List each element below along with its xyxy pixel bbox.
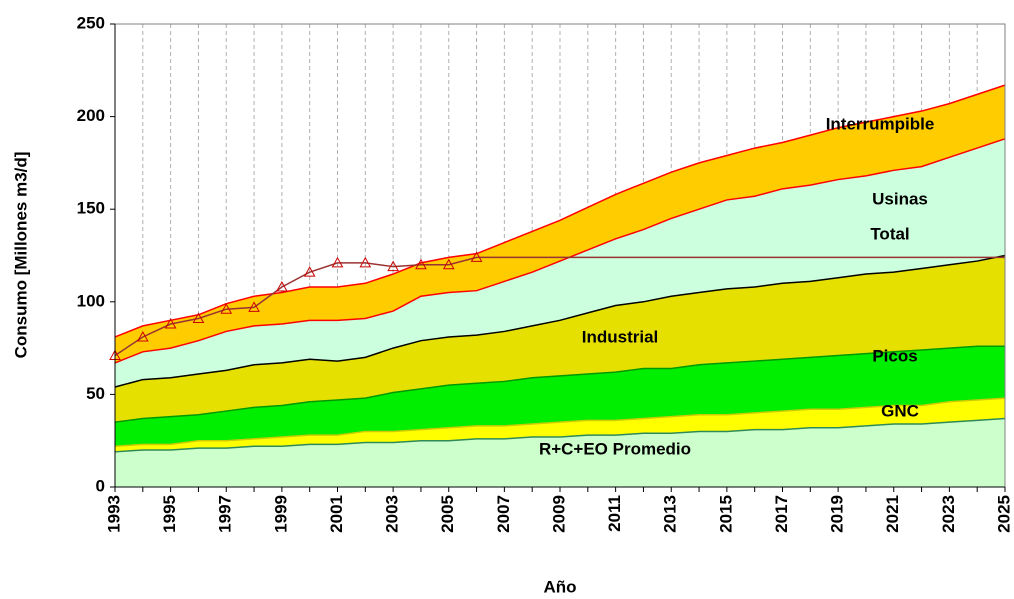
area <box>115 138 1005 387</box>
series-label: GNC <box>881 401 919 420</box>
x-tick-label: 1999 <box>271 495 290 533</box>
series-label: Picos <box>872 346 917 365</box>
x-tick-label: 2009 <box>549 495 568 533</box>
series-label: Usinas <box>872 189 928 208</box>
line-marker <box>192 312 205 323</box>
line-marker <box>387 260 399 272</box>
series-label: Industrial <box>582 327 659 346</box>
area <box>115 346 1005 447</box>
y-tick-label: 200 <box>77 106 105 125</box>
x-tick-label: 2017 <box>772 495 791 533</box>
line-marker <box>331 256 344 268</box>
line <box>114 256 1005 357</box>
x-tick-label: 1993 <box>104 495 123 533</box>
area <box>115 85 1005 363</box>
x-tick-label: 2021 <box>883 495 902 533</box>
x-tick-label: 2005 <box>438 495 457 533</box>
line-marker <box>442 258 455 270</box>
x-tick-label: 2007 <box>494 495 513 533</box>
x-tick-label: 2025 <box>994 495 1013 533</box>
area <box>115 418 1005 487</box>
area-edge <box>114 345 1005 423</box>
line-marker <box>136 330 149 342</box>
x-tick-label: 2013 <box>661 495 680 533</box>
x-tick-label: 2023 <box>939 495 958 533</box>
y-tick-label: 150 <box>77 199 105 218</box>
line-marker <box>164 317 177 329</box>
y-tick-label: 0 <box>96 476 105 495</box>
line-marker <box>248 301 260 312</box>
x-tick-label: 2001 <box>327 495 346 533</box>
x-tick-label: 1997 <box>216 495 235 533</box>
line-marker <box>470 251 483 262</box>
x-tick-label: 2003 <box>383 495 402 533</box>
area-edge <box>114 84 1006 338</box>
x-tick-label: 1995 <box>160 495 179 533</box>
x-axis-label: Año <box>543 577 576 596</box>
line-label: Total <box>870 224 909 243</box>
x-tick-label: 2011 <box>605 495 624 532</box>
y-axis-label: Consumo [Millones m3/d] <box>11 152 30 359</box>
line-marker <box>276 280 288 292</box>
area-edge <box>114 254 1006 388</box>
series-label: Interrumpible <box>826 114 935 133</box>
area-edge <box>114 138 1006 364</box>
area-edge <box>114 397 1006 448</box>
y-tick-label: 250 <box>77 13 105 32</box>
y-tick-label: 100 <box>77 291 105 310</box>
line-marker <box>303 266 316 277</box>
area-edge <box>114 417 1006 453</box>
area <box>115 255 1005 423</box>
line-marker <box>415 258 427 270</box>
series-label: R+C+EO Promedio <box>539 439 691 458</box>
line-marker <box>359 256 372 268</box>
x-tick-label: 2015 <box>716 495 735 533</box>
line-marker <box>220 303 233 314</box>
y-tick-label: 50 <box>86 384 105 403</box>
x-tick-label: 2019 <box>828 495 847 533</box>
